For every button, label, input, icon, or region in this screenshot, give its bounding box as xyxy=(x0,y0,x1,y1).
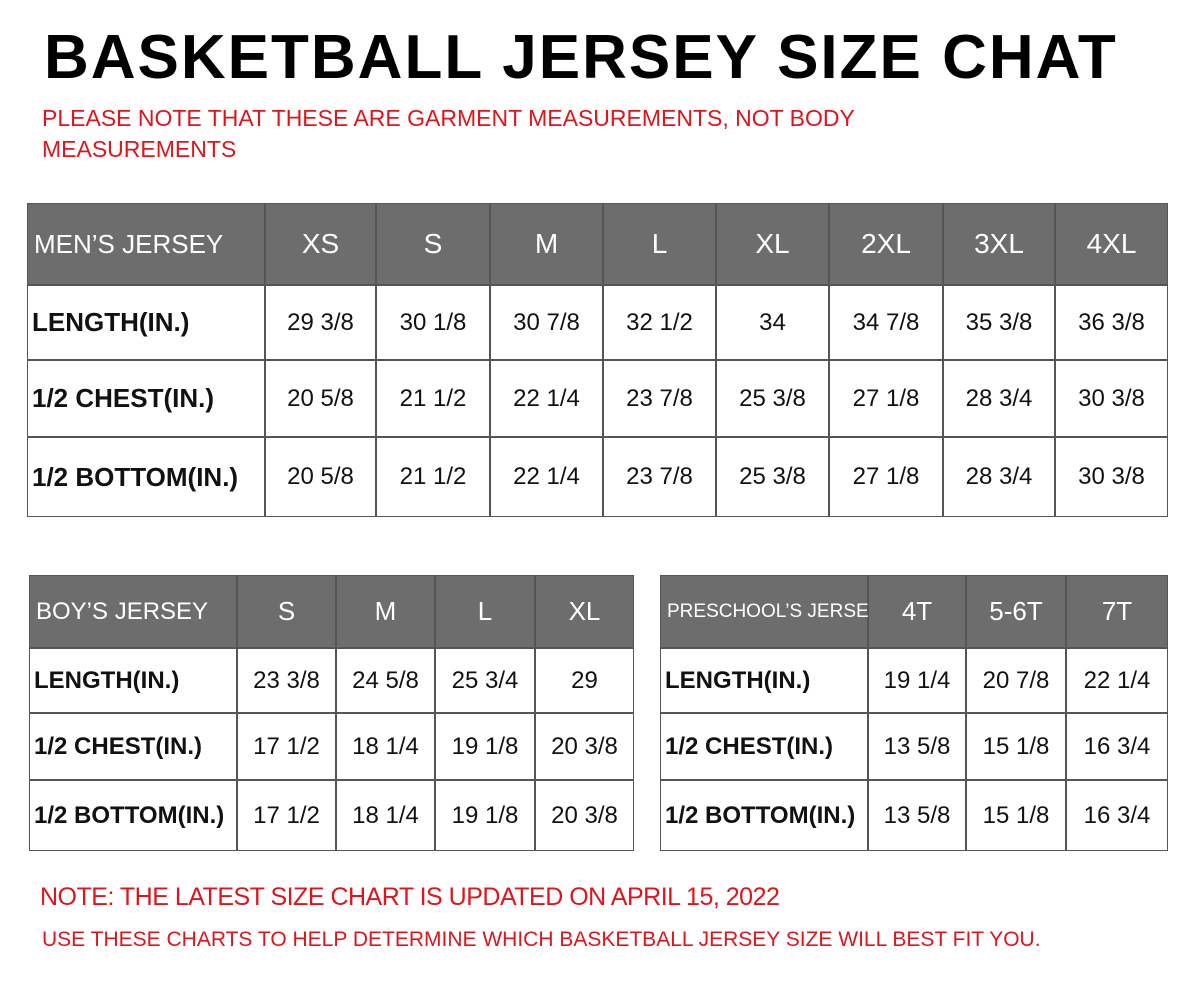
header-cell: XS xyxy=(265,203,376,285)
table-cell: 25 3/8 xyxy=(716,437,829,517)
row-label: LENGTH(IN.) xyxy=(660,648,868,713)
header-cell: 5-6T xyxy=(966,575,1066,648)
table-cell: 22 1/4 xyxy=(1066,648,1168,713)
table-cell: 19 1/8 xyxy=(435,780,535,851)
row-label: 1/2 BOTTOM(IN.) xyxy=(660,780,868,851)
table-cell: 25 3/8 xyxy=(716,360,829,437)
table-cell: 29 xyxy=(535,648,634,713)
header-cell: M xyxy=(336,575,435,648)
header-cell: 2XL xyxy=(829,203,943,285)
table-cell: 28 3/4 xyxy=(943,437,1055,517)
header-cell: L xyxy=(603,203,716,285)
table-cell: 28 3/4 xyxy=(943,360,1055,437)
table-cell: 25 3/4 xyxy=(435,648,535,713)
table-cell: 22 1/4 xyxy=(490,437,603,517)
table-cell: 20 5/8 xyxy=(265,437,376,517)
table-cell: 16 3/4 xyxy=(1066,780,1168,851)
title: BASKETBALL JERSEY SIZE CHAT xyxy=(44,23,1118,92)
table-cell: 15 1/8 xyxy=(966,713,1066,780)
row-label: 1/2 CHEST(IN.) xyxy=(29,713,237,780)
header-cell: M xyxy=(490,203,603,285)
row-label: LENGTH(IN.) xyxy=(27,285,265,360)
table-cell: 20 7/8 xyxy=(966,648,1066,713)
table-cell: 30 3/8 xyxy=(1055,437,1168,517)
table-cell: 20 5/8 xyxy=(265,360,376,437)
table-cell: 23 7/8 xyxy=(603,360,716,437)
garment-note: PLEASE NOTE THAT THESE ARE GARMENT MEASU… xyxy=(42,105,855,162)
table-cell: 17 1/2 xyxy=(237,713,336,780)
table-cell: 30 3/8 xyxy=(1055,360,1168,437)
header-cell: L xyxy=(435,575,535,648)
table-cell: 34 xyxy=(716,285,829,360)
header-cell: S xyxy=(376,203,490,285)
row-label: 1/2 BOTTOM(IN.) xyxy=(27,437,265,517)
row-label: 1/2 BOTTOM(IN.) xyxy=(29,780,237,851)
table-cell: 17 1/2 xyxy=(237,780,336,851)
table-cell: 36 3/8 xyxy=(1055,285,1168,360)
table-cell: 18 1/4 xyxy=(336,780,435,851)
header-cell: 4XL xyxy=(1055,203,1168,285)
row-label: 1/2 CHEST(IN.) xyxy=(27,360,265,437)
table-cell: 35 3/8 xyxy=(943,285,1055,360)
table-cell: 15 1/8 xyxy=(966,780,1066,851)
table-cell: 30 1/8 xyxy=(376,285,490,360)
fit-note: USE THESE CHARTS TO HELP DETERMINE WHICH… xyxy=(42,928,1041,951)
table-cell: 32 1/2 xyxy=(603,285,716,360)
header-cell: S xyxy=(237,575,336,648)
header-cell: BOY’S JERSEY xyxy=(29,575,237,648)
table-cell: 18 1/4 xyxy=(336,713,435,780)
header-cell: PRESCHOOL’S JERSEY xyxy=(660,575,881,648)
table-cell: 30 7/8 xyxy=(490,285,603,360)
table-cell: 29 3/8 xyxy=(265,285,376,360)
table-cell: 34 7/8 xyxy=(829,285,943,360)
header-cell: XL xyxy=(716,203,829,285)
header-cell: 3XL xyxy=(943,203,1055,285)
row-label: 1/2 CHEST(IN.) xyxy=(660,713,868,780)
header-cell: 4T xyxy=(868,575,966,648)
update-note: NOTE: THE LATEST SIZE CHART IS UPDATED O… xyxy=(40,883,780,911)
table-cell: 23 7/8 xyxy=(603,437,716,517)
table-cell: 21 1/2 xyxy=(376,360,490,437)
header-cell: XL xyxy=(535,575,634,648)
table-cell: 27 1/8 xyxy=(829,437,943,517)
table-cell: 23 3/8 xyxy=(237,648,336,713)
table-cell: 21 1/2 xyxy=(376,437,490,517)
table-cell: 13 5/8 xyxy=(868,713,966,780)
table-cell: 16 3/4 xyxy=(1066,713,1168,780)
row-label: LENGTH(IN.) xyxy=(29,648,237,713)
table-cell: 20 3/8 xyxy=(535,713,634,780)
table-cell: 19 1/4 xyxy=(868,648,966,713)
table-cell: 22 1/4 xyxy=(490,360,603,437)
table-cell: 13 5/8 xyxy=(868,780,966,851)
header-cell: 7T xyxy=(1066,575,1168,648)
table-cell: 24 5/8 xyxy=(336,648,435,713)
header-cell: MEN’S JERSEY xyxy=(27,203,265,285)
table-cell: 27 1/8 xyxy=(829,360,943,437)
table-cell: 20 3/8 xyxy=(535,780,634,851)
table-cell: 19 1/8 xyxy=(435,713,535,780)
